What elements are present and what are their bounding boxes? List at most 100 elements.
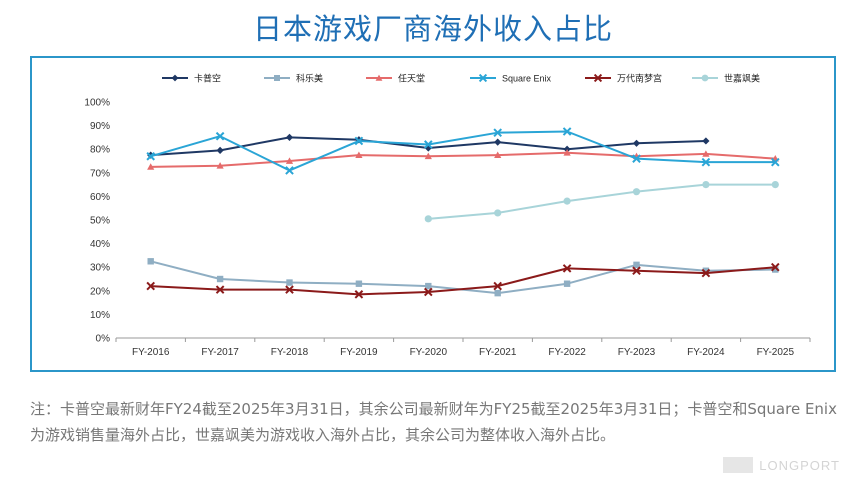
legend-label: 万代南梦宫 [617,73,662,84]
data-point [563,280,571,287]
axis-layer: 0% 10% 20% 30% 40% 50% 60% 70% 80% 90% 100% FY-2016… [84,98,811,358]
data-point [563,149,571,156]
data-point [632,139,641,147]
series-3 [146,127,780,175]
y-tick-label: 100% [84,98,110,109]
data-point [702,181,710,189]
data-point-stroke [285,166,294,175]
data-point-stroke [354,290,364,299]
data-point-stroke [562,127,572,136]
data-point [146,151,156,161]
data-point [274,75,280,81]
y-tick-label: 20% [90,286,110,297]
data-point [494,209,502,217]
y-tick-label: 80% [90,145,110,156]
line-chart: 0% 10% 20% 30% 40% 50% 60% 70% 80% 90% 100% FY-2016… [84,73,811,358]
data-point-stroke [701,268,711,278]
data-point [424,152,432,160]
data-point-stroke [478,73,488,83]
x-tick-label: FY-2016 [132,347,170,358]
x-tick-label: FY-2023 [618,347,656,358]
data-point [423,287,433,297]
data-point [171,74,179,82]
x-tick-label: FY-2025 [757,347,795,358]
data-point [494,289,501,297]
series-line [150,130,776,172]
data-point [701,74,709,82]
series-line [150,151,776,168]
data-point [494,151,502,158]
legend-item: 科乐美 [264,73,323,84]
data-point [216,146,224,154]
series-line [150,266,776,296]
data-point [146,281,156,291]
data-point [563,197,571,205]
legend-item: 万代南梦宫 [585,73,662,84]
series-1 [147,258,779,297]
data-point-stroke [632,154,641,163]
data-point-stroke [285,285,294,294]
data-point [478,73,488,83]
watermark: LONGPORT [723,457,840,473]
data-point [285,166,294,175]
chart-title: 日本游戏厂商海外收入占比 [252,12,613,46]
y-tick-label: 10% [90,310,110,321]
legend-label: 任天堂 [398,73,425,84]
data-point-stroke [562,264,572,273]
data-point [285,285,294,294]
data-point [494,138,502,146]
series-2 [147,149,779,170]
footnote: 注：卡普空最新财年FY24截至2025年3月31日，其余公司最新财年为FY25截… [30,400,837,444]
data-point [354,136,364,146]
data-point-stroke [770,262,780,272]
data-point [216,275,224,283]
y-tick-label: 50% [90,216,110,227]
data-point [632,266,641,276]
x-tick-label: FY-2017 [201,347,239,358]
data-point [493,128,503,137]
legend-item: 卡普空 [162,73,221,84]
x-tick-label: FY-2018 [271,347,309,358]
y-tick-label: 40% [90,239,110,250]
data-point [632,154,641,163]
data-point-stroke [493,281,503,291]
data-point [355,151,363,158]
data-point [355,280,363,287]
y-tick-label: 70% [90,168,110,179]
data-point [285,157,294,164]
y-tick-label: 30% [90,263,110,274]
legend-label: 世嘉飒美 [724,73,760,84]
data-point [770,262,780,272]
data-point [423,140,433,149]
data-point [702,150,710,157]
data-point [285,133,294,141]
data-point-stroke [146,281,156,291]
data-point [562,127,572,136]
data-point-stroke [146,151,156,161]
data-point [701,157,711,167]
data-point-stroke [770,157,780,167]
series-5 [424,181,779,223]
legend-item: 任天堂 [366,73,425,84]
data-point [702,267,710,274]
data-point-stroke [423,140,433,149]
y-tick-label: 60% [90,192,110,203]
chart-frame: 0% 10% 20% 30% 40% 50% 60% 70% 80% 90% 100% FY-2016… [30,56,836,372]
data-point [375,74,383,81]
data-point [286,279,293,286]
series-4 [146,262,780,299]
data-point-stroke [493,128,503,137]
data-point-stroke [354,136,364,146]
watermark-logo-icon [723,457,754,473]
data-point-stroke [215,285,225,294]
data-point [771,181,779,189]
y-tick-label: 0% [96,334,111,345]
data-point [216,162,224,169]
data-point [633,261,640,269]
data-point [632,188,641,196]
watermark-text: LONGPORT [759,457,840,473]
data-point [424,215,432,223]
data-point [425,282,432,290]
data-point [147,258,154,265]
data-point [772,266,779,273]
